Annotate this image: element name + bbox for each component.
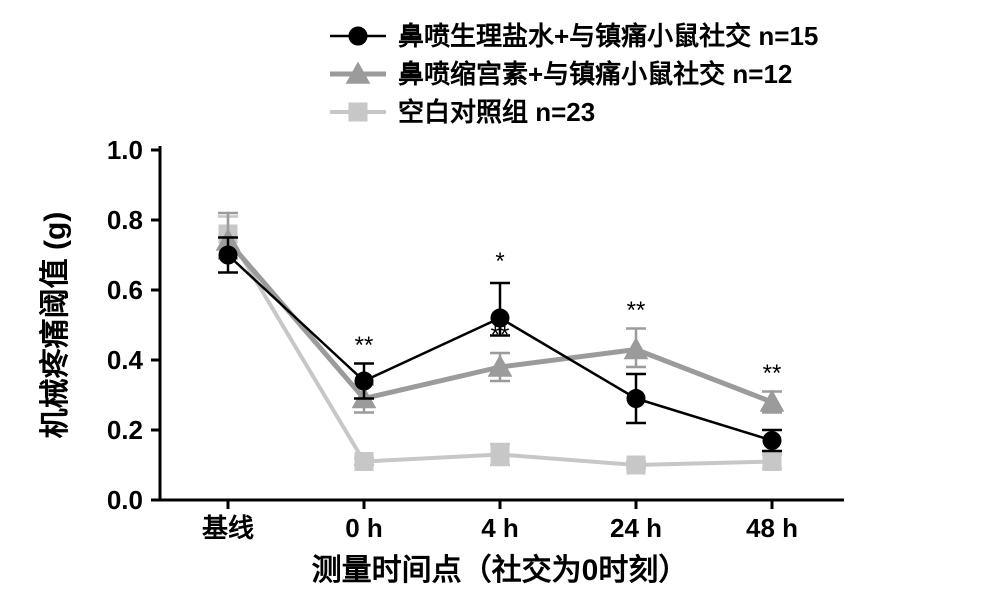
marker-circle bbox=[219, 246, 237, 264]
marker-square bbox=[355, 453, 373, 471]
chart-svg: 0.0 0.2 0.4 0.6 0.8 1.0 基线 0 h 4 h 24 h 48 h 机械疼痛阈值… bbox=[0, 0, 1000, 611]
marker-circle bbox=[627, 390, 645, 408]
legend-label: 空白对照组 n=23 bbox=[398, 97, 595, 127]
significance-marker: ** bbox=[627, 297, 646, 324]
y-tick-label: 0.8 bbox=[107, 205, 143, 235]
y-tick-label: 0.2 bbox=[107, 415, 143, 445]
y-tick-label: 0.4 bbox=[107, 345, 144, 375]
x-tick-label: 0 h bbox=[345, 513, 383, 543]
x-axis-label: 测量时间点（社交为0时刻） bbox=[312, 553, 689, 587]
marker-circle bbox=[355, 372, 373, 390]
significance-marker: ** bbox=[355, 332, 374, 359]
legend-label: 鼻喷生理盐水+与镇痛小鼠社交 n=15 bbox=[398, 21, 818, 51]
y-axis-label: 机械疼痛阈值 (g) bbox=[38, 212, 72, 439]
marker-square bbox=[627, 456, 645, 474]
x-tick-label: 基线 bbox=[202, 513, 254, 543]
legend-label: 鼻喷缩宫素+与镇痛小鼠社交 n=12 bbox=[398, 59, 792, 89]
x-tick-label: 4 h bbox=[481, 513, 519, 543]
marker-square bbox=[349, 103, 367, 121]
marker-square bbox=[491, 446, 509, 464]
marker-square bbox=[763, 453, 781, 471]
marker-circle bbox=[763, 432, 781, 450]
x-tick-label: 24 h bbox=[610, 513, 662, 543]
chart-container: 0.0 0.2 0.4 0.6 0.8 1.0 基线 0 h 4 h 24 h 48 h 机械疼痛阈值… bbox=[0, 0, 1000, 611]
y-tick-label: 1.0 bbox=[107, 135, 143, 165]
significance-marker: ** bbox=[491, 322, 510, 349]
significance-marker: ** bbox=[763, 360, 782, 387]
x-tick-label: 48 h bbox=[746, 513, 798, 543]
marker-circle bbox=[349, 27, 367, 45]
significance-marker: * bbox=[495, 248, 504, 275]
y-tick-label: 0.6 bbox=[107, 275, 143, 305]
y-tick-label: 0.0 bbox=[107, 485, 143, 515]
